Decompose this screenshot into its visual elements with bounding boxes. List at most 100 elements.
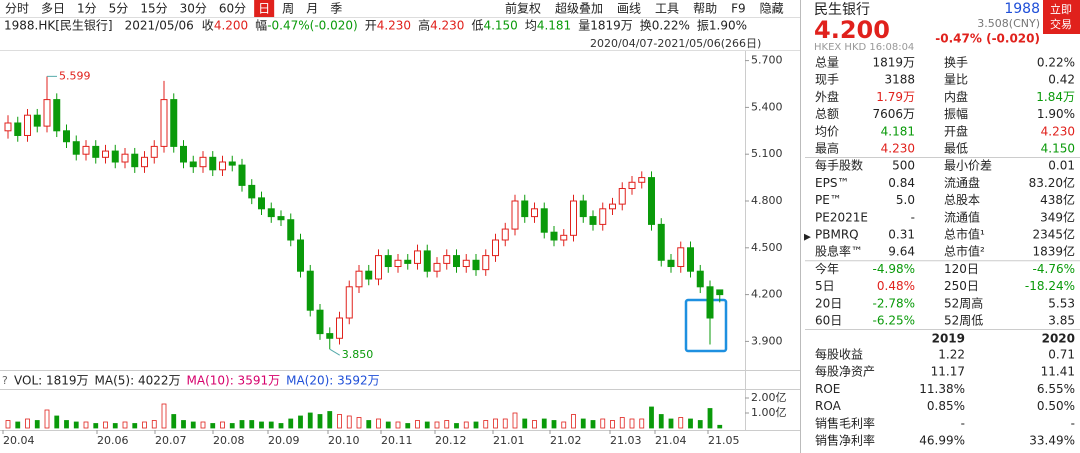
stat-label: 最低	[944, 142, 968, 156]
stat-value: -4.98%	[873, 262, 915, 276]
candle-body	[618, 188, 626, 205]
toolbar-button[interactable]: 隐藏	[760, 2, 784, 16]
volume-bar	[122, 421, 128, 429]
volume-bar	[103, 421, 108, 429]
x-tick-label: 21.01	[493, 434, 525, 447]
candle-body	[657, 223, 665, 261]
stat-value: -4.76%	[1033, 262, 1075, 276]
candle-body	[102, 150, 109, 158]
volume-bar	[249, 420, 255, 429]
stat-value: -6.25%	[873, 314, 915, 328]
finance-label: 每股净资产	[815, 364, 875, 379]
stat-label: PBMRQ	[815, 228, 859, 242]
candle-body	[228, 161, 236, 166]
candle-body	[696, 270, 704, 288]
volume-bar	[688, 418, 693, 429]
stat-label: 外盘	[815, 89, 839, 104]
candle-body	[609, 203, 616, 210]
volume-bar	[151, 420, 157, 429]
finance-value: 6.55%	[1037, 382, 1075, 396]
candle-body	[550, 231, 558, 241]
stat-value: -18.24%	[1025, 279, 1075, 293]
collapse-toggle[interactable]: ?	[2, 374, 8, 387]
period-tab[interactable]: 60分	[219, 2, 246, 16]
period-tab-active[interactable]	[254, 0, 275, 17]
price: 4.200	[814, 16, 890, 44]
volume-bar	[512, 412, 518, 429]
volume-bar	[15, 421, 21, 429]
candle-body	[365, 270, 373, 280]
info-label: 换	[640, 19, 652, 33]
stat-value: 1.79万	[876, 90, 915, 104]
trade-button[interactable]	[1043, 0, 1080, 34]
finance-value: 0.71	[1048, 348, 1075, 362]
cny-price: 3.508(CNY)	[977, 17, 1040, 30]
stat-value: 3188	[884, 73, 915, 87]
candle-body	[560, 234, 568, 241]
candle-body	[638, 177, 646, 183]
y-tick-label: 5.700	[751, 54, 783, 67]
stat-label: 总量	[815, 56, 839, 70]
volume-bar	[5, 420, 11, 429]
finance-value: 46.99%	[919, 434, 965, 448]
period-tab[interactable]: 5分	[109, 2, 129, 16]
period-tab[interactable]: 月	[306, 2, 318, 16]
volume-legend: MA(10): 3591万	[187, 374, 281, 388]
toolbar-button[interactable]: F9	[731, 2, 746, 16]
period-tab[interactable]: 1分	[77, 2, 97, 16]
trade-button-label[interactable]: 交易	[1050, 17, 1072, 31]
y-tick-label: 1.00亿	[751, 406, 787, 419]
volume-bar	[707, 408, 713, 429]
toolbar-button[interactable]: 超级叠加	[555, 1, 603, 16]
stat-value: 1819万	[872, 56, 915, 70]
stat-label: 总市值²	[944, 244, 985, 259]
period-tab[interactable]: 周	[282, 2, 294, 16]
period-tab[interactable]: 多日	[41, 2, 65, 16]
stat-label: 52周高	[944, 295, 983, 310]
toolbar-button[interactable]: 帮助	[693, 2, 717, 16]
volume-bar	[259, 421, 264, 429]
volume-bar	[444, 420, 450, 429]
volume-bar	[395, 421, 401, 429]
toolbar-button[interactable]: 前复权	[505, 1, 541, 16]
toolbar-button[interactable]: 工具	[655, 2, 679, 16]
x-tick-label: 20.09	[268, 434, 300, 447]
volume-bar	[337, 414, 342, 429]
candle-body	[628, 181, 636, 190]
period-tab[interactable]: 30分	[180, 2, 207, 16]
period-tab[interactable]: 日	[258, 2, 270, 16]
volume-bar	[268, 421, 274, 429]
volume-bar	[181, 420, 186, 429]
symbol: 1988.HK[民生银行]	[4, 19, 113, 33]
volume-bar	[25, 418, 30, 429]
candle-body	[462, 259, 470, 268]
period-tab[interactable]: 季	[330, 2, 342, 16]
volume-bar	[200, 421, 206, 429]
volume-bar	[610, 420, 615, 429]
stat-value: -	[911, 210, 915, 224]
finance-value: 1.22	[938, 348, 965, 362]
candle-body	[43, 99, 51, 127]
x-tick-label: 20.04	[3, 434, 35, 447]
candle-body	[375, 255, 382, 280]
change: -0.47% (-0.020)	[935, 32, 1040, 46]
volume-bar	[629, 418, 635, 429]
toolbar-button[interactable]: 画线	[617, 2, 641, 16]
period-tab[interactable]: 分时	[5, 2, 29, 16]
market-meta: HKEX HKD 16:08:04	[814, 42, 914, 53]
candle-body	[667, 259, 675, 268]
volume-bar	[132, 423, 138, 429]
annotation-leader	[329, 348, 341, 356]
finance-value: 0.85%	[927, 399, 965, 413]
candle-body	[267, 208, 275, 218]
stat-value: 4.230	[881, 142, 915, 156]
stat-value: 5.0	[896, 193, 915, 207]
info-value: 4.150	[483, 19, 517, 33]
trade-button-label[interactable]: 立即	[1050, 2, 1072, 16]
stat-label: 内盘	[944, 89, 968, 104]
volume-bar	[502, 418, 508, 429]
period-tab[interactable]: 15分	[140, 2, 167, 16]
stat-value: 83.20亿	[1029, 175, 1075, 190]
expand-arrow[interactable]: ▶	[804, 233, 811, 243]
